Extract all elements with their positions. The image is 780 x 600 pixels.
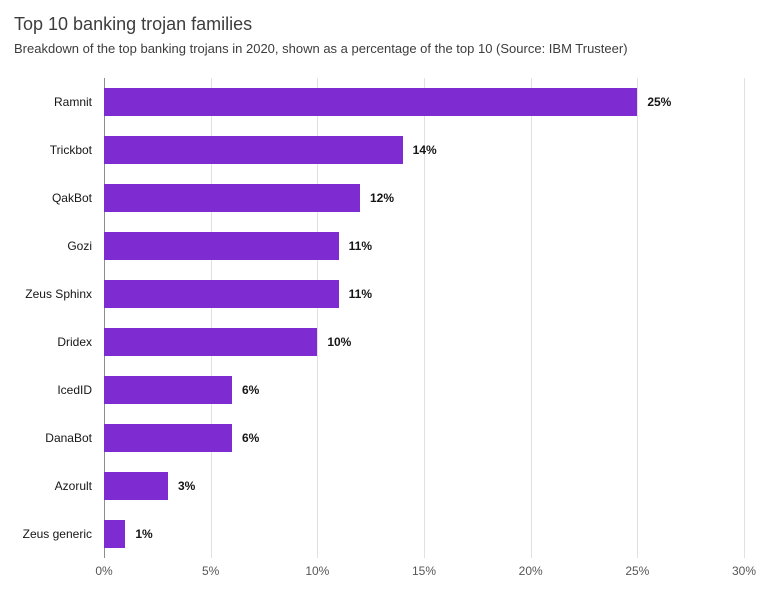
bar [104, 424, 232, 452]
value-label: 1% [135, 510, 152, 558]
category-label: DanaBot [14, 414, 98, 462]
bar [104, 376, 232, 404]
category-label: Ramnit [14, 78, 98, 126]
value-label: 12% [370, 174, 394, 222]
category-label: Dridex [14, 318, 98, 366]
bar [104, 232, 339, 260]
value-label: 10% [327, 318, 351, 366]
category-label: Azorult [14, 462, 98, 510]
category-label: Gozi [14, 222, 98, 270]
gridline [637, 78, 638, 558]
x-tick-label: 5% [202, 564, 219, 578]
bar [104, 184, 360, 212]
category-label: IcedID [14, 366, 98, 414]
plot-area: 25%14%12%11%11%10%6%6%3%1% [104, 78, 744, 558]
bar [104, 88, 637, 116]
category-label: Trickbot [14, 126, 98, 174]
hbar-chart: 25%14%12%11%11%10%6%6%3%1% 0%5%10%15%20%… [14, 78, 754, 588]
gridline [531, 78, 532, 558]
value-label: 3% [178, 462, 195, 510]
x-tick-label: 25% [625, 564, 649, 578]
chart-subtitle: Breakdown of the top banking trojans in … [14, 41, 766, 56]
value-label: 6% [242, 414, 259, 462]
x-tick-label: 20% [519, 564, 543, 578]
category-label: Zeus generic [14, 510, 98, 558]
x-tick-label: 0% [95, 564, 112, 578]
bar [104, 328, 317, 356]
category-label: QakBot [14, 174, 98, 222]
x-tick-label: 10% [305, 564, 329, 578]
x-tick-label: 15% [412, 564, 436, 578]
bar [104, 472, 168, 500]
value-label: 14% [413, 126, 437, 174]
category-label: Zeus Sphinx [14, 270, 98, 318]
value-label: 11% [349, 270, 372, 318]
chart-title: Top 10 banking trojan families [14, 14, 766, 35]
bar [104, 280, 339, 308]
x-tick-label: 30% [732, 564, 756, 578]
value-label: 6% [242, 366, 259, 414]
value-label: 11% [349, 222, 372, 270]
gridline [744, 78, 745, 558]
value-label: 25% [647, 78, 671, 126]
bar [104, 136, 403, 164]
bar [104, 520, 125, 548]
